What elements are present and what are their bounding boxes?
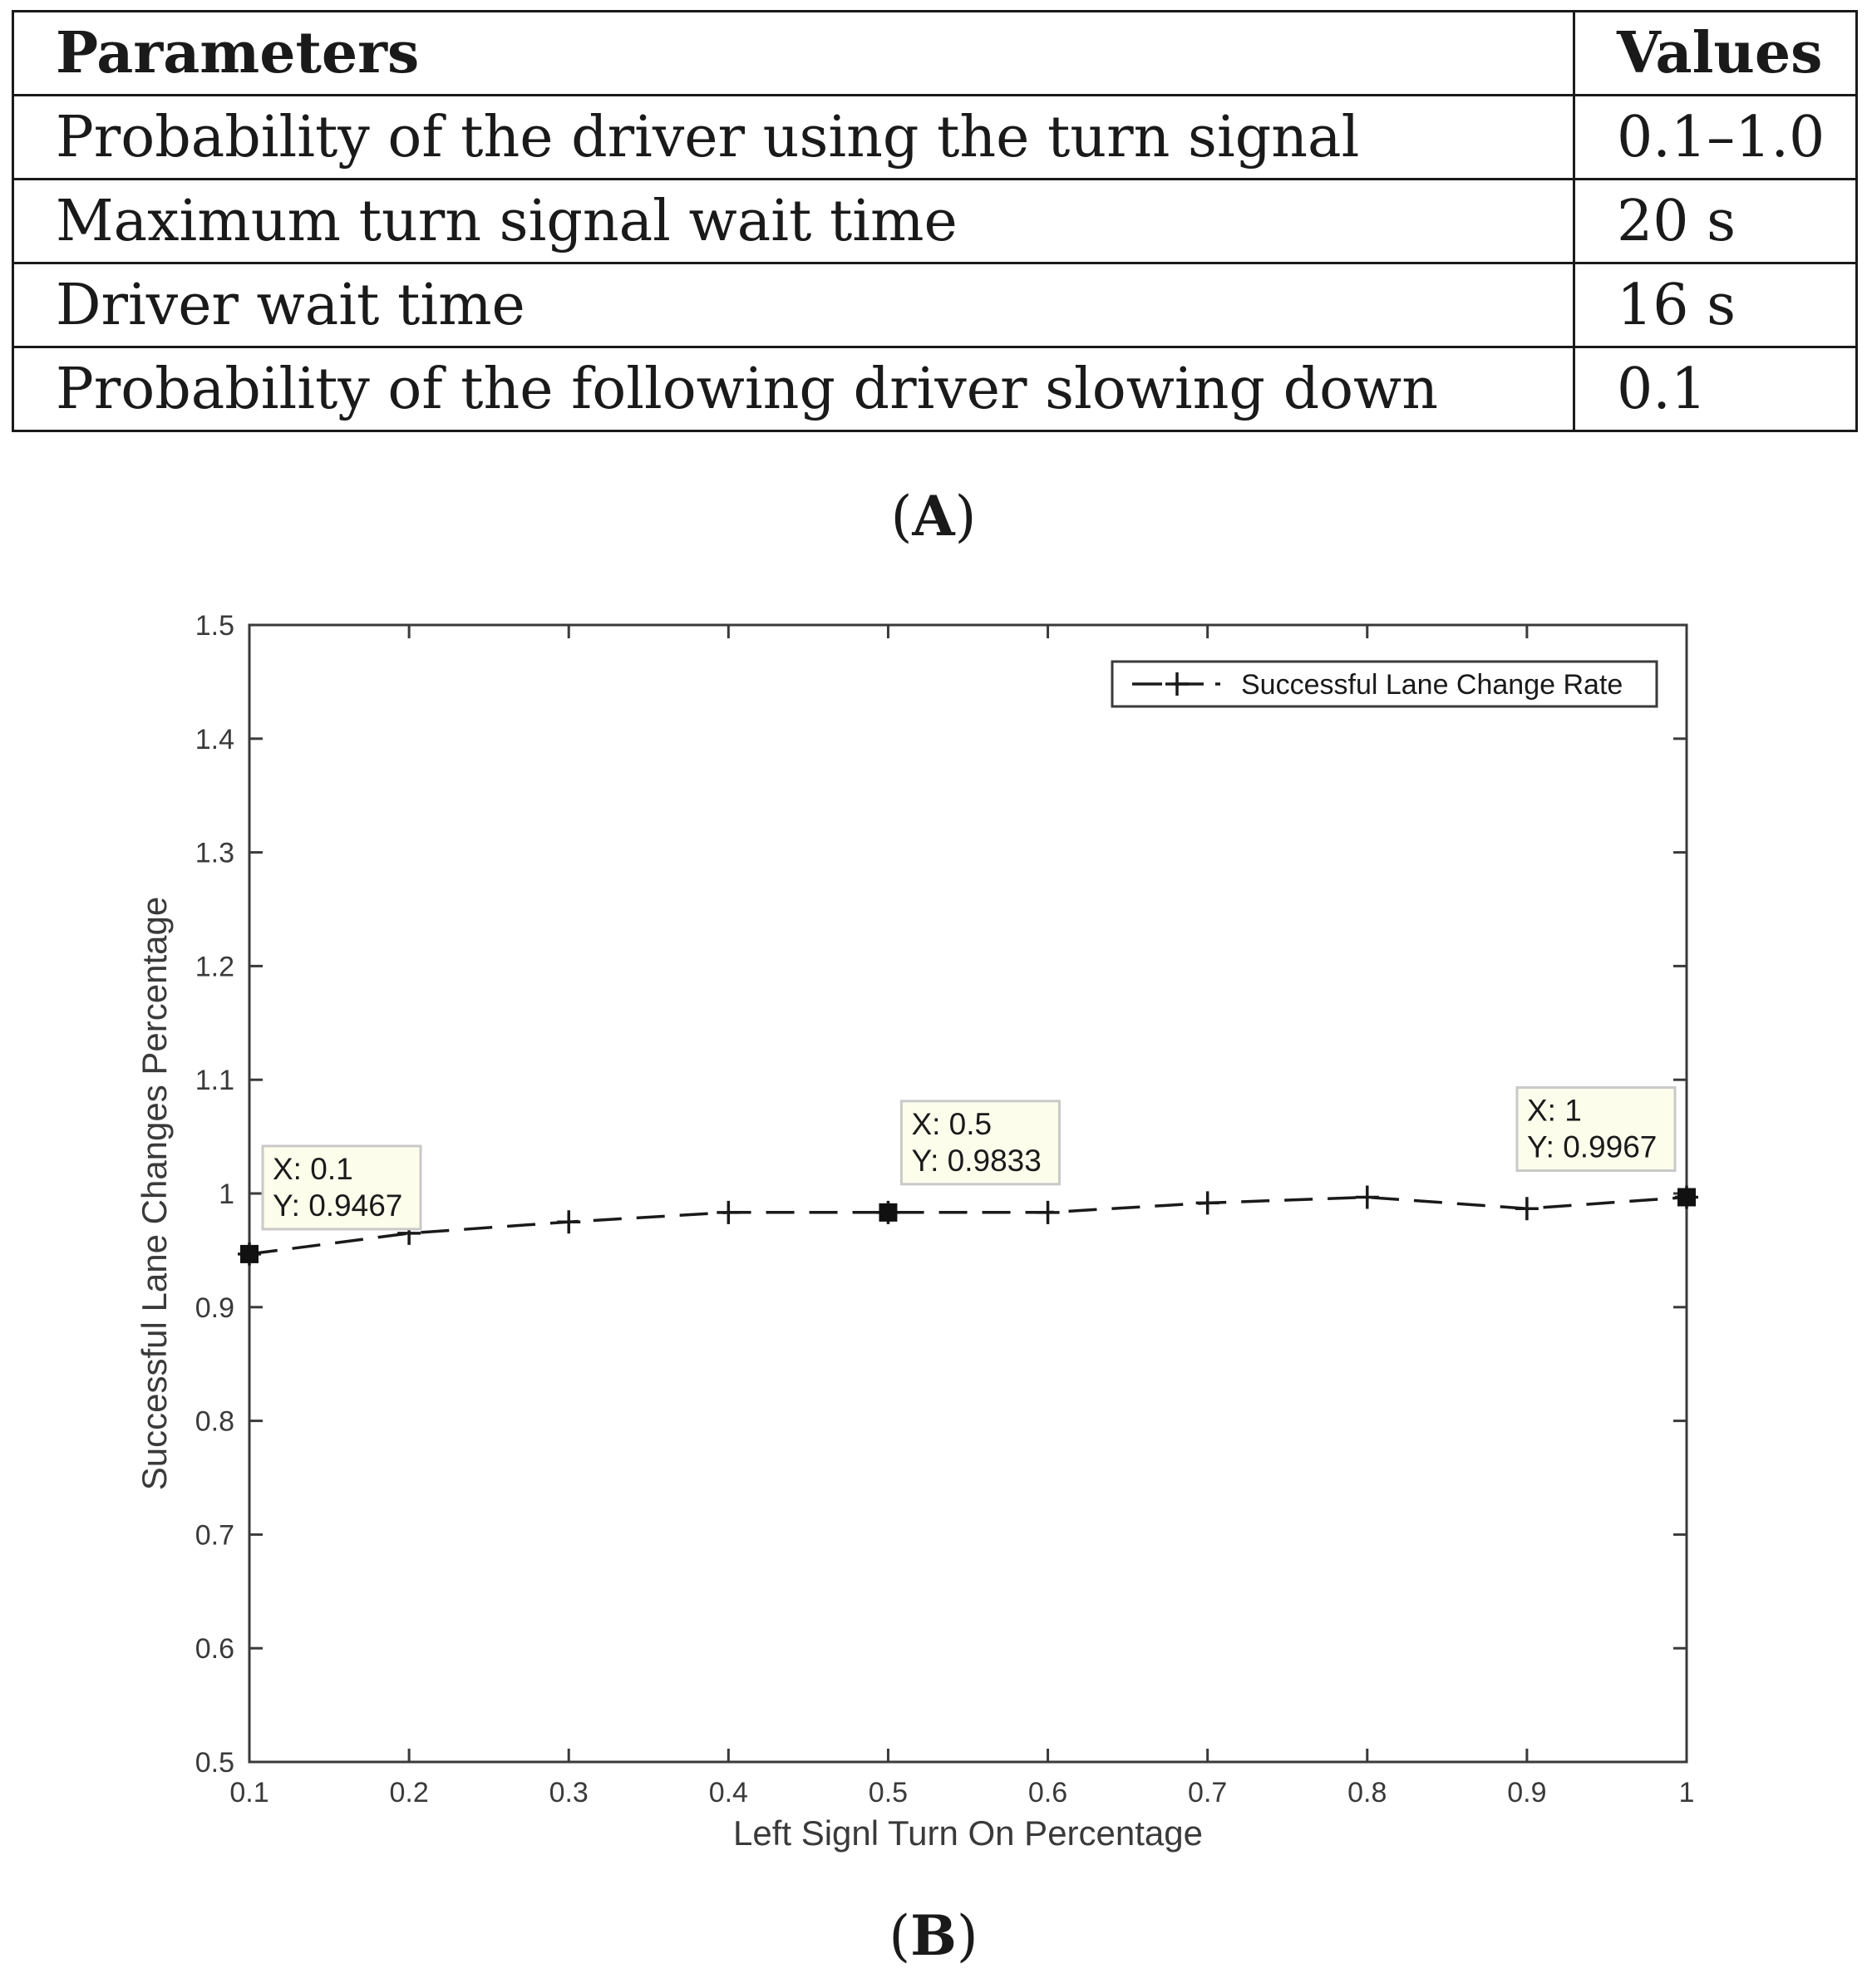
table-row: Probability of the driver using the turn…: [12, 94, 1858, 180]
table-header-row: Parameters Values: [12, 10, 1858, 96]
x-tick-label: 0.8: [1347, 1777, 1387, 1808]
plus-marker: [557, 1210, 581, 1234]
datatip-x-label: X: 1: [1527, 1094, 1582, 1128]
table-cell-parameter: Maximum turn signal wait time: [12, 178, 1575, 264]
datatip-x-label: X: 0.5: [911, 1107, 992, 1141]
plus-marker: [717, 1200, 741, 1224]
panel-label-open: (: [890, 485, 913, 549]
y-tick-label: 0.5: [195, 1747, 234, 1779]
panel-label-a: (A): [0, 484, 1867, 549]
x-axis-title: Left Signl Turn On Percentage: [733, 1813, 1203, 1853]
table-cell-value: 20 s: [1573, 178, 1858, 264]
y-tick-label: 1.3: [195, 838, 234, 869]
x-tick-label: 0.7: [1188, 1777, 1227, 1808]
table-row: Driver wait time 16 s: [12, 262, 1858, 348]
table-cell-parameter: Probability of the driver using the turn…: [12, 94, 1575, 180]
x-tick-label: 0.5: [869, 1777, 908, 1808]
legend: Successful Lane Change Rate: [1111, 660, 1658, 708]
series-line: [249, 1195, 1687, 1256]
header-parameters: Parameters: [12, 10, 1575, 96]
y-tick-label: 1.4: [195, 724, 234, 755]
x-tick-label: 0.2: [389, 1777, 428, 1808]
legend-entry: Successful Lane Change Rate: [1241, 669, 1623, 701]
y-tick-label: 0.9: [195, 1292, 234, 1324]
panel-letter: A: [912, 484, 955, 549]
datatip-y-label: Y: 0.9967: [1527, 1130, 1657, 1164]
y-tick-label: 0.6: [195, 1633, 234, 1665]
series-successful-lane-change-rate: [238, 1185, 1698, 1266]
plot-frame: [248, 623, 1688, 1764]
plus-marker: [1515, 1197, 1539, 1221]
plus-marker: [1195, 1191, 1219, 1215]
table-cell-value: 0.1–1.0: [1573, 94, 1858, 180]
table-cell-value: 0.1: [1573, 346, 1858, 432]
datatip-box: [899, 1100, 1061, 1186]
table-row: Maximum turn signal wait time 20 s: [12, 178, 1858, 264]
panel-label-close: ): [956, 1904, 978, 1968]
y-tick-label: 1.1: [195, 1065, 234, 1096]
datatip-y-label: Y: 0.9467: [273, 1188, 402, 1223]
y-axis-title: Successful Lane Changes Percentage: [135, 897, 174, 1490]
chart-axes: [248, 623, 1688, 1764]
parameters-table: Parameters Values Probability of the dri…: [12, 10, 1858, 432]
table-cell-parameter: Driver wait time: [12, 262, 1575, 348]
x-tick-label: 1: [1679, 1777, 1695, 1808]
header-values: Values: [1573, 10, 1858, 96]
y-tick-label: 1.5: [195, 610, 234, 642]
x-tick-label: 0.3: [549, 1777, 589, 1808]
panel-label-close: ): [954, 485, 977, 549]
y-tick-label: 0.7: [195, 1519, 234, 1551]
datatips: X: 0.1Y: 0.9467 X: 0.5Y: 0.9833 X: 1Y: 0.9…: [240, 1086, 1696, 1263]
tick-labels: 0.1 0.2 0.3 0.4 0.5 0.6 0.7 0.8 0.9 1 0.5 0.6 0.7 0.8…: [195, 610, 1695, 1808]
datatip-box: [1515, 1086, 1677, 1173]
table-cell-value: 16 s: [1573, 262, 1858, 348]
plus-marker: [1355, 1185, 1379, 1209]
table-cell-parameter: Probability of the following driver slow…: [12, 346, 1575, 432]
panel-label-open: (: [889, 1904, 911, 1968]
x-tick-label: 0.9: [1507, 1777, 1546, 1808]
datatip-x-label: X: 0.1: [273, 1152, 353, 1186]
y-tick-label: 0.8: [195, 1406, 234, 1438]
table-row: Probability of the following driver slow…: [12, 346, 1858, 432]
legend-plus-marker: [1165, 672, 1189, 696]
line-chart: 0.1 0.2 0.3 0.4 0.5 0.6 0.7 0.8 0.9 1 0.5 0.6 0.7 0.8…: [135, 610, 1698, 1853]
x-tick-label: 0.1: [229, 1777, 268, 1808]
datatip-box: [261, 1144, 422, 1231]
datatip-square-marker: [1677, 1188, 1696, 1207]
y-tick-label: 1.2: [195, 951, 234, 982]
x-tick-label: 0.6: [1028, 1777, 1067, 1808]
datatip-square-marker: [879, 1203, 898, 1222]
datatip-square-marker: [240, 1244, 259, 1263]
datatip-y-label: Y: 0.9833: [911, 1144, 1041, 1178]
panel-letter: B: [910, 1903, 957, 1968]
plus-marker: [1036, 1200, 1060, 1224]
y-tick-label: 1: [219, 1179, 234, 1210]
panel-label-b: (B): [0, 1903, 1867, 1968]
x-tick-label: 0.4: [709, 1777, 748, 1808]
